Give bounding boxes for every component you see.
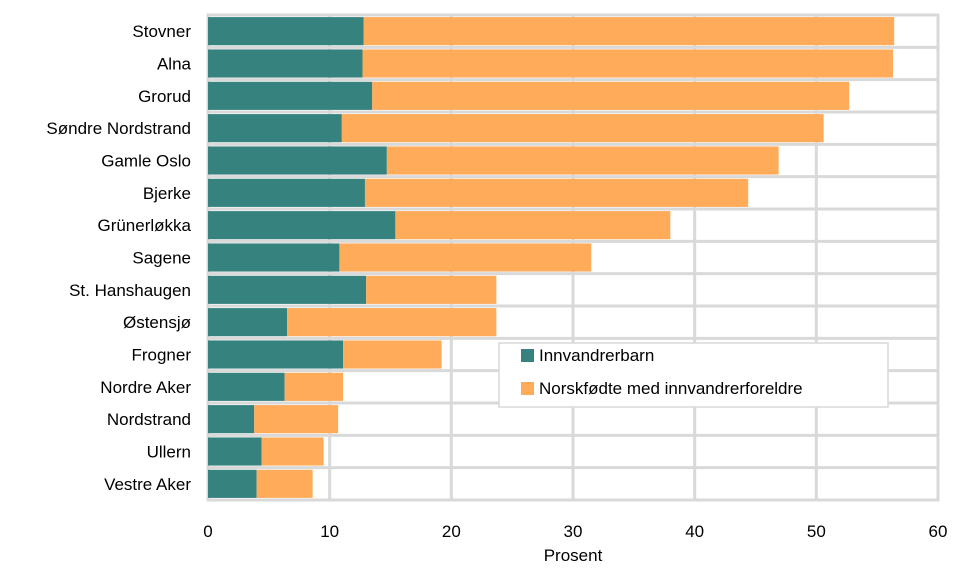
bar-norskfodte-5 xyxy=(364,178,749,207)
legend-label-innvandrerbarn: Innvandrerbarn xyxy=(539,346,654,365)
category-label: Frogner xyxy=(131,346,191,365)
category-label: Grorud xyxy=(138,87,191,106)
category-label: Søndre Nordstrand xyxy=(46,119,191,138)
legend-swatch-innvandrerbarn xyxy=(521,349,534,362)
bar-norskfodte-8 xyxy=(366,275,497,304)
legend-label-norskfodte: Norskfødte med innvandrerforeldre xyxy=(539,379,803,398)
bar-norskfodte-11 xyxy=(284,372,344,401)
bar-norskfodte-4 xyxy=(386,146,779,175)
bar-norskfodte-3 xyxy=(341,114,824,143)
bar-innvandrerbarn-7 xyxy=(208,243,340,272)
bar-innvandrerbarn-6 xyxy=(208,211,396,240)
x-tick-label: 30 xyxy=(564,522,583,541)
bars xyxy=(208,17,895,498)
category-label: Vestre Aker xyxy=(104,475,191,494)
bar-innvandrerbarn-11 xyxy=(208,372,285,401)
bar-norskfodte-9 xyxy=(287,308,497,337)
legend-swatch-norskfodte xyxy=(521,382,534,395)
x-tick-label: 20 xyxy=(442,522,461,541)
x-tick-label: 60 xyxy=(929,522,948,541)
category-label: Bjerke xyxy=(143,184,191,203)
category-labels: Stovner Alna Grorud Søndre Nordstrand Gamle … xyxy=(46,22,191,494)
bar-innvandrerbarn-4 xyxy=(208,146,387,175)
x-tick-label: 50 xyxy=(807,522,826,541)
bar-innvandrerbarn-12 xyxy=(208,405,255,434)
bar-norskfodte-7 xyxy=(339,243,592,272)
category-label: Nordre Aker xyxy=(100,378,191,397)
bar-innvandrerbarn-13 xyxy=(208,437,262,466)
bar-innvandrerbarn-8 xyxy=(208,275,367,304)
bar-innvandrerbarn-10 xyxy=(208,340,344,369)
bar-norskfodte-12 xyxy=(254,405,339,434)
bar-innvandrerbarn-14 xyxy=(208,469,257,498)
bar-innvandrerbarn-1 xyxy=(208,49,363,78)
bar-innvandrerbarn-3 xyxy=(208,114,342,143)
category-label: Sagene xyxy=(132,249,191,268)
category-label: Stovner xyxy=(132,22,191,41)
category-label: St. Hanshaugen xyxy=(69,281,191,300)
bar-norskfodte-14 xyxy=(256,469,313,498)
category-label: Grünerløkka xyxy=(97,216,191,235)
bar-innvandrerbarn-9 xyxy=(208,308,288,337)
bar-norskfodte-13 xyxy=(261,437,324,466)
bar-norskfodte-6 xyxy=(395,211,671,240)
category-label: Ullern xyxy=(147,443,191,462)
category-label: Nordstrand xyxy=(107,410,191,429)
x-tick-label: 0 xyxy=(203,522,212,541)
bar-norskfodte-0 xyxy=(363,17,895,46)
bar-norskfodte-2 xyxy=(372,81,850,110)
x-tick-label: 40 xyxy=(685,522,704,541)
category-label: Gamle Oslo xyxy=(101,152,191,171)
category-label: Alna xyxy=(157,55,192,74)
x-tick-label: 10 xyxy=(320,522,339,541)
bar-innvandrerbarn-5 xyxy=(208,178,365,207)
bar-norskfodte-10 xyxy=(343,340,442,369)
x-tick-labels: 0 10 20 30 40 50 60 xyxy=(203,522,947,541)
x-axis-title: Prosent xyxy=(544,546,603,565)
bar-innvandrerbarn-0 xyxy=(208,17,364,46)
bar-norskfodte-1 xyxy=(362,49,893,78)
legend-box xyxy=(498,342,889,408)
bar-innvandrerbarn-2 xyxy=(208,81,373,110)
legend: Innvandrerbarn Norskfødte med innvandrer… xyxy=(498,342,889,408)
category-label: Østensjø xyxy=(123,313,191,332)
